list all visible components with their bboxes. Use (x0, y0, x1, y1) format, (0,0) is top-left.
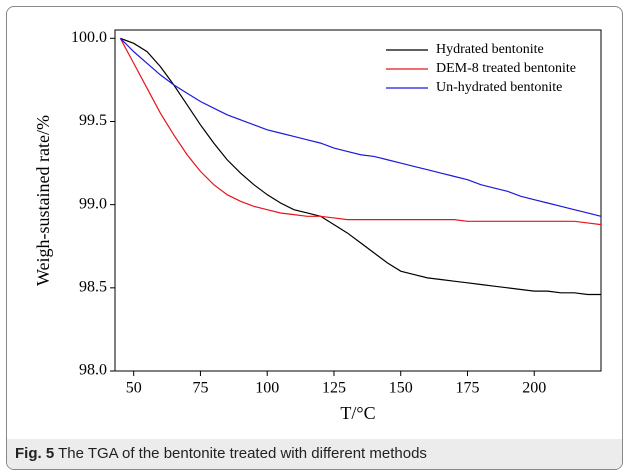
y-tick-label: 100.0 (71, 29, 107, 46)
caption-label: Fig. 5 (15, 445, 55, 462)
x-tick-label: 150 (389, 380, 413, 397)
x-tick-label: 50 (126, 380, 142, 397)
series-line (120, 37, 601, 296)
y-tick-label: 99.5 (79, 112, 107, 129)
caption-text: The TGA of the bentonite treated with di… (58, 445, 427, 462)
x-axis-label: T/°C (340, 403, 375, 423)
figure-frame: Fig. 5 The TGA of the bentonite treated … (6, 6, 623, 470)
x-tick-label: 125 (322, 380, 346, 397)
legend-label: DEM-8 treated bentonite (436, 61, 576, 76)
series-line (119, 38, 602, 226)
x-tick-label: 200 (522, 380, 546, 397)
x-tick-label: 75 (192, 380, 208, 397)
series-line (119, 37, 602, 217)
legend-label: Un-hydrated bentonite (436, 80, 562, 95)
caption: Fig. 5 The TGA of the bentonite treated … (7, 439, 622, 469)
x-tick-label: 100 (255, 380, 279, 397)
chart: 98.0 98.5 99.0 99.5 100.0 50 75 100 125 150 175 200… (33, 29, 602, 423)
x-tick-label: 175 (455, 380, 479, 397)
y-tick-label: 98.0 (79, 362, 107, 379)
y-tick-label: 98.5 (79, 279, 107, 296)
plot-frame (114, 29, 602, 372)
y-axis-label: Weigh-sustained rate/% (33, 115, 53, 286)
legend-label: Hydrated bentonite (436, 42, 544, 57)
y-tick-label: 99.0 (79, 195, 107, 212)
